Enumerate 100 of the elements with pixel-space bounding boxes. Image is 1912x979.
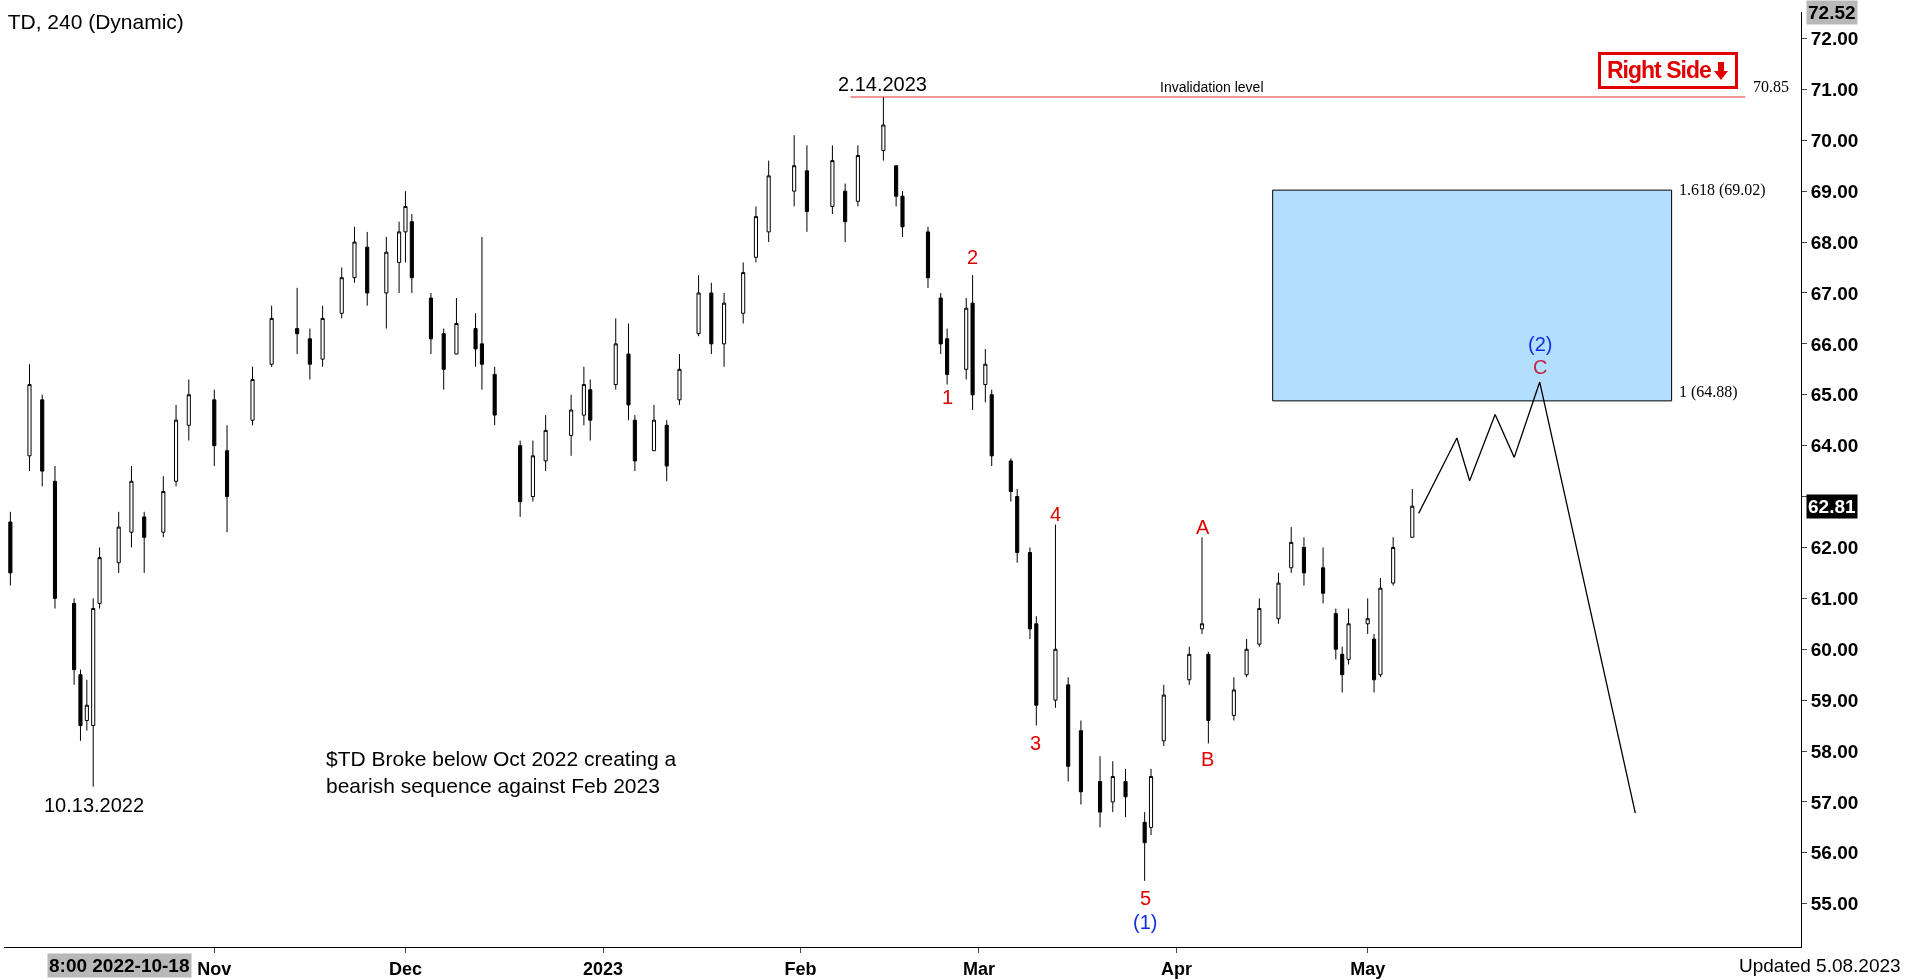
candlestick (441, 328, 446, 391)
candlestick (626, 323, 631, 421)
candlestick (1365, 597, 1370, 635)
candlestick (677, 353, 682, 406)
annotation: $TD Broke below Oct 2022 creating a bearish sequence against Feb 2023 (326, 747, 677, 798)
candlestick (753, 205, 758, 263)
candlestick (173, 404, 179, 487)
candlestick (97, 546, 102, 610)
candlestick (938, 292, 943, 355)
candlestick (1340, 646, 1345, 694)
annotation: Right Side (1607, 57, 1711, 84)
band-label: 1.618 (69.02) (1679, 181, 1766, 199)
y-tick-label: 69.00 (1810, 180, 1859, 202)
candlestick (664, 419, 669, 482)
candlestick (27, 363, 32, 472)
candlestick (1410, 488, 1415, 538)
candlestick (8, 511, 13, 587)
candlestick (696, 274, 701, 337)
candlestick (307, 328, 312, 380)
candlestick (1008, 457, 1013, 503)
y-tick-label: 59.00 (1810, 689, 1859, 711)
candlestick (1391, 536, 1396, 587)
candlestick (428, 292, 434, 355)
candlestick (1244, 638, 1249, 678)
candlestick (1097, 755, 1103, 828)
y-tick-label: 71.00 (1810, 79, 1859, 101)
annotation: 1 (942, 386, 954, 408)
candlestick (613, 317, 618, 391)
y-tick-label: 61.00 (1810, 588, 1859, 609)
annotation: (2) (1528, 333, 1553, 355)
annotation: 10.13.2022 (44, 794, 145, 816)
candlestick (855, 144, 860, 207)
candlestick (52, 465, 58, 610)
candlestick (479, 236, 484, 391)
candlestick (1371, 633, 1377, 694)
text: 72.52 (1808, 2, 1856, 23)
y-tick-label: 60.00 (1810, 638, 1859, 660)
candlestick (186, 378, 191, 442)
y-tick-label: 56.00 (1810, 842, 1859, 864)
candlestick (1110, 760, 1115, 813)
candlestick (709, 282, 714, 355)
candlestick (40, 394, 45, 487)
candlestick (352, 226, 357, 284)
candlestick (989, 389, 994, 467)
candlestick (91, 597, 96, 788)
candlestick (116, 511, 121, 574)
candlestick (409, 213, 414, 294)
candlestick (1257, 597, 1262, 648)
annotation: 1 (64.88) (1679, 383, 1738, 401)
candlestick (1301, 536, 1307, 587)
y-tick-label: 72.00 (1810, 28, 1859, 50)
candlestick (1199, 536, 1205, 635)
candlestick (651, 404, 657, 452)
candlestick (1187, 646, 1192, 686)
candlestick (269, 305, 274, 368)
candlestick (1161, 684, 1166, 747)
candlestick (804, 144, 809, 233)
annotation: 3 (1030, 732, 1042, 754)
candlestick (1289, 526, 1294, 574)
text: 8:00 2022-10-18 (49, 955, 190, 976)
candlestick (339, 267, 344, 319)
candlestick (250, 366, 255, 426)
annotation: 2.14.2023 (838, 73, 927, 95)
candlestick (881, 96, 886, 162)
candlestick (1148, 768, 1154, 836)
text: Updated 5.08.2023 (1739, 955, 1901, 976)
candlestick (894, 165, 899, 207)
candlestick (741, 261, 746, 324)
candlestick (212, 389, 217, 467)
y-tick-label: 67.00 (1810, 282, 1859, 304)
x-tick-label: Feb (784, 958, 817, 979)
candlestick (1378, 577, 1383, 678)
candlestick (1123, 768, 1128, 818)
x-tick-label: Dec (388, 958, 422, 979)
annotation: 2 (967, 246, 979, 268)
candlestick (1346, 608, 1351, 666)
y-tick-label: 68.00 (1810, 231, 1859, 253)
candlestick (925, 226, 931, 289)
candlestick (1066, 676, 1071, 783)
candlestick (1142, 811, 1147, 882)
candlestick (1015, 488, 1020, 564)
candlestick (843, 183, 848, 243)
annotation: B (1201, 748, 1215, 770)
y-tick-label: 58.00 (1810, 740, 1859, 762)
x-tick-label: May (1350, 958, 1386, 979)
candlestick (945, 328, 950, 386)
candlestick (518, 440, 523, 518)
candlestick (397, 221, 402, 294)
x-tick-label: Nov (197, 958, 232, 979)
text: 62.81 (1808, 496, 1856, 517)
candlestick (492, 366, 497, 426)
candlestick (78, 669, 83, 742)
candlestick (403, 190, 408, 263)
candlestick (1231, 676, 1236, 721)
candlestick (1027, 546, 1033, 640)
candlestick (1333, 608, 1338, 660)
candlestick (129, 465, 134, 548)
candlestick (1034, 615, 1039, 727)
candlestick (365, 231, 370, 307)
candlestick (970, 274, 975, 411)
